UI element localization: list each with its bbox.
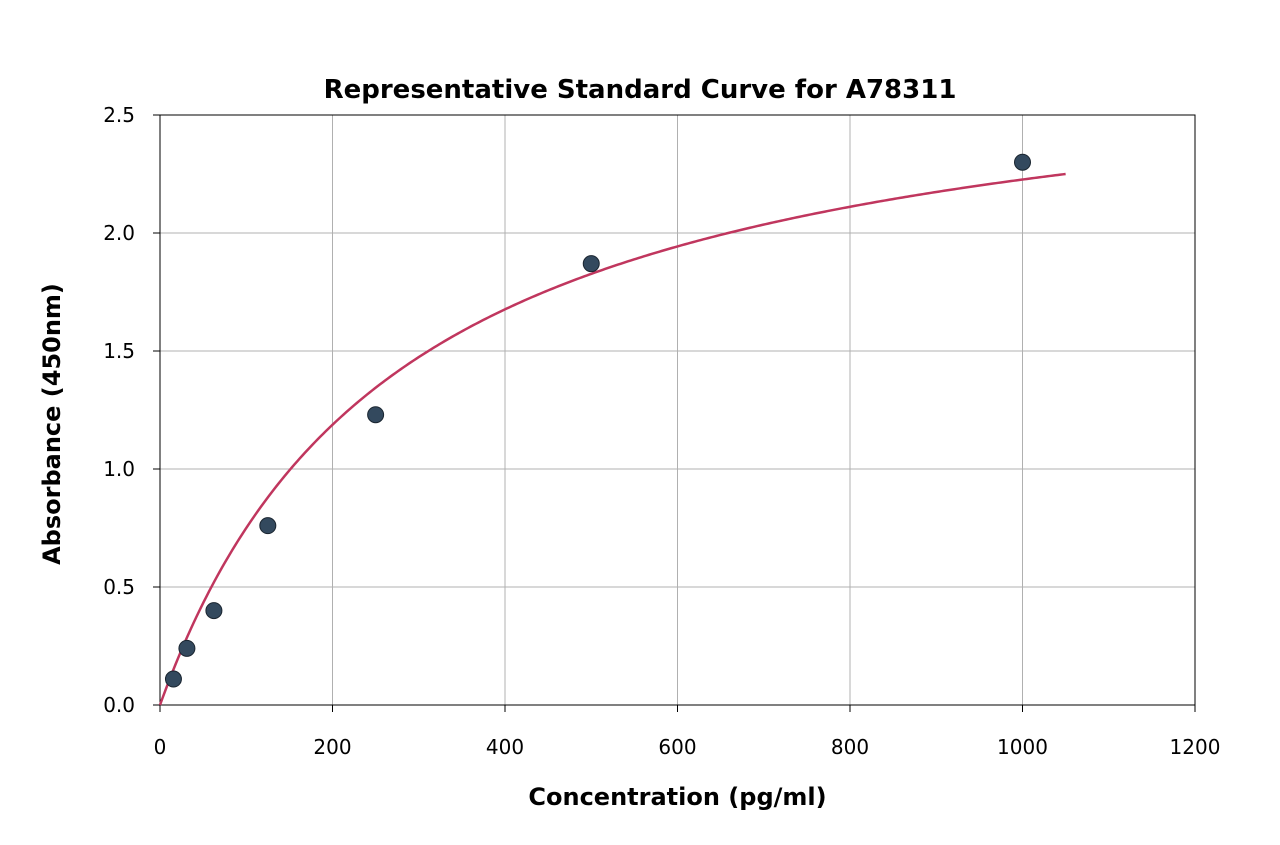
data-point	[583, 256, 599, 272]
y-tick-label: 0.5	[85, 575, 135, 599]
x-tick-label: 600	[658, 735, 696, 759]
data-point	[165, 671, 181, 687]
y-tick-label: 1.5	[85, 339, 135, 363]
x-tick-label: 400	[486, 735, 524, 759]
x-tick-label: 200	[313, 735, 351, 759]
x-axis-label: Concentration (pg/ml)	[528, 783, 826, 811]
x-tick-label: 1000	[997, 735, 1048, 759]
data-point	[368, 407, 384, 423]
y-tick-label: 2.5	[85, 103, 135, 127]
chart-svg	[0, 0, 1280, 845]
chart-title: Representative Standard Curve for A78311	[324, 75, 957, 105]
fitted-curve	[160, 174, 1066, 705]
y-tick-label: 1.0	[85, 457, 135, 481]
x-tick-label: 800	[831, 735, 869, 759]
y-axis-label: Absorbance (450nm)	[38, 283, 66, 565]
data-point	[179, 640, 195, 656]
x-tick-label: 0	[154, 735, 167, 759]
y-tick-label: 0.0	[85, 693, 135, 717]
data-point	[1015, 154, 1031, 170]
x-tick-label: 1200	[1170, 735, 1221, 759]
data-point	[206, 603, 222, 619]
data-point	[260, 518, 276, 534]
chart-container: Representative Standard Curve for A78311…	[0, 0, 1280, 845]
y-tick-label: 2.0	[85, 221, 135, 245]
